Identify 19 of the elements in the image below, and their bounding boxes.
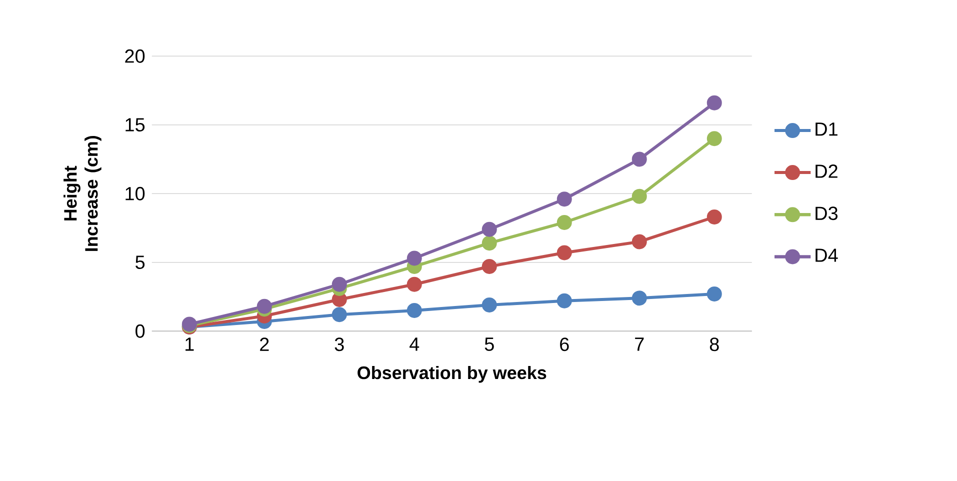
x-axis-title: Observation by weeks xyxy=(358,366,546,383)
y-tick-label: 5 xyxy=(136,256,145,269)
x-tick-label: 4 xyxy=(410,338,420,351)
y-tick-label: 10 xyxy=(126,186,145,200)
x-tick-label: 7 xyxy=(635,338,644,351)
y-axis-title: Height Increase (cm) xyxy=(64,136,102,251)
y-tick-label: 20 xyxy=(125,49,145,63)
legend-label: D2 xyxy=(816,164,838,178)
legend-label: D1 xyxy=(816,122,838,136)
x-tick-label: 3 xyxy=(334,338,344,352)
legend-label: D3 xyxy=(816,206,838,220)
y-tick-label: 0 xyxy=(136,324,145,338)
x-tick-label: 6 xyxy=(560,338,569,352)
legend-label: D4 xyxy=(816,248,838,262)
x-tick-label: 2 xyxy=(260,338,269,351)
x-tick-label: 5 xyxy=(484,338,494,351)
x-tick-label: 8 xyxy=(710,338,719,352)
x-tick-label: 1 xyxy=(186,338,194,351)
y-tick-label: 15 xyxy=(126,118,145,132)
